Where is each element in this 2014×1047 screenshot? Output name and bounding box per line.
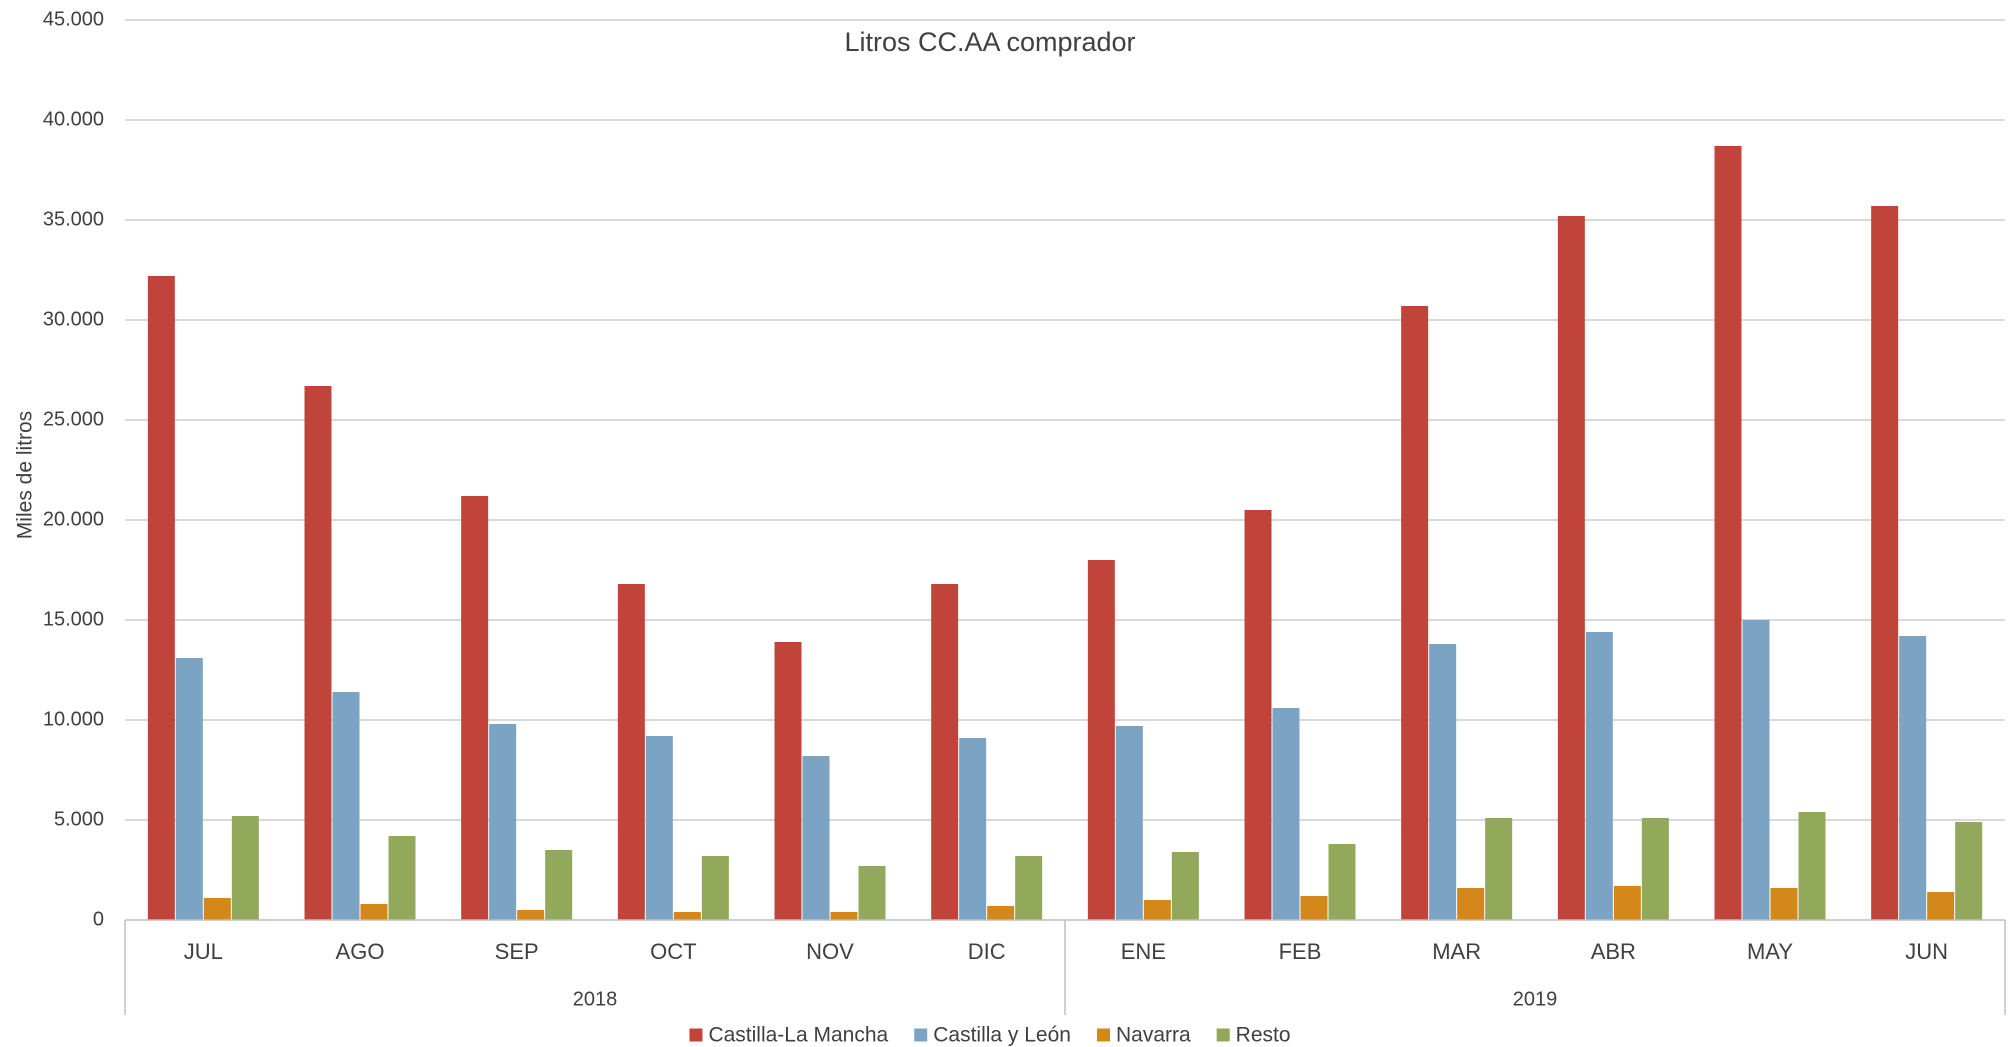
bar-resto-ene [1171, 852, 1199, 920]
bar-navarra-dic [987, 906, 1015, 920]
bar-navarra-oct [673, 912, 701, 920]
y-tick-label: 0 [93, 908, 104, 930]
legend-item: Castilla y León [914, 1024, 1071, 1047]
legend-label: Castilla-La Mancha [708, 1024, 888, 1047]
y-tick-label: 15.000 [43, 608, 104, 630]
legend-label: Castilla y León [933, 1024, 1071, 1047]
bar-castilla-la-mancha-feb [1244, 510, 1272, 920]
x-tick-label: JUL [184, 939, 223, 964]
bar-castilla-la-mancha-ene [1087, 560, 1115, 920]
x-tick-label: NOV [806, 939, 854, 964]
x-tick-label: ENE [1121, 939, 1166, 964]
x-axis: JUL AGO SEP OCT NOV DIC ENE FEB MAR ABR MAY JUN 2018… [124, 919, 2006, 1015]
x-tick-label: FEB [1279, 939, 1322, 964]
gridlines [125, 19, 2005, 821]
bar-castilla-la-mancha-abr [1557, 216, 1585, 920]
bar-resto-oct [701, 856, 729, 920]
legend-swatch [1216, 1028, 1230, 1042]
bar-castilla-y-le-n-feb [1272, 708, 1300, 920]
y-axis-ticks: 0 5.000 10.000 15.000 20.000 25.000 30.000 35.0… [43, 8, 104, 930]
bar-castilla-la-mancha-nov [774, 642, 802, 920]
bar-castilla-y-le-n-ago [332, 692, 360, 920]
x-tick-label: SEP [495, 939, 539, 964]
y-tick-label: 20.000 [43, 508, 104, 530]
y-tick-label: 10.000 [43, 708, 104, 730]
x-group-label: 2019 [1513, 988, 1558, 1010]
bar-castilla-la-mancha-mar [1401, 306, 1429, 920]
bar-resto-feb [1328, 844, 1356, 920]
x-tick-label: JUN [1905, 939, 1948, 964]
bar-castilla-y-le-n-mar [1429, 644, 1457, 920]
bar-navarra-feb [1300, 896, 1328, 920]
bar-navarra-may [1770, 888, 1798, 920]
bar-castilla-y-le-n-ene [1115, 726, 1143, 920]
bar-resto-may [1798, 812, 1826, 920]
x-tick-label: DIC [968, 939, 1006, 964]
bar-navarra-jun [1927, 892, 1955, 920]
legend-swatch [914, 1028, 928, 1042]
bar-resto-abr [1641, 818, 1669, 920]
legend-label: Navarra [1116, 1024, 1191, 1047]
y-tick-label: 5.000 [54, 808, 104, 830]
x-group-label: 2018 [573, 988, 618, 1010]
y-tick-label: 45.000 [43, 8, 104, 30]
bar-castilla-y-le-n-oct [645, 736, 673, 920]
bar-resto-ago [388, 836, 416, 920]
bar-castilla-la-mancha-jul [147, 276, 175, 920]
x-tick-label: OCT [650, 939, 696, 964]
bar-castilla-la-mancha-may [1714, 146, 1742, 920]
bar-castilla-la-mancha-ago [304, 386, 332, 920]
bar-castilla-la-mancha-jun [1871, 206, 1899, 920]
legend-item: Castilla-La Mancha [689, 1024, 889, 1047]
bars [147, 146, 1983, 920]
bar-navarra-ago [360, 904, 388, 920]
y-tick-label: 30.000 [43, 308, 104, 330]
x-tick-label: MAR [1432, 939, 1481, 964]
x-tick-label: AGO [336, 939, 385, 964]
bar-castilla-y-le-n-jun [1899, 636, 1927, 920]
bar-navarra-ene [1143, 900, 1171, 920]
bar-navarra-sep [517, 910, 545, 920]
bar-navarra-nov [830, 912, 858, 920]
bar-castilla-la-mancha-oct [617, 584, 645, 920]
bar-resto-nov [858, 866, 886, 920]
bar-castilla-y-le-n-may [1742, 620, 1770, 920]
chart-title: Litros CC.AA comprador [844, 27, 1135, 57]
legend: Castilla-La Mancha Castilla y León Navarra… [689, 1024, 1291, 1047]
bar-navarra-abr [1613, 886, 1641, 920]
bar-resto-jul [231, 816, 259, 920]
y-tick-label: 40.000 [43, 108, 104, 130]
y-axis-title: Miles de litros [14, 411, 37, 539]
legend-swatch [689, 1028, 703, 1042]
bar-castilla-la-mancha-sep [461, 496, 489, 920]
legend-item: Navarra [1096, 1024, 1191, 1047]
legend-label: Resto [1236, 1024, 1291, 1047]
bar-resto-dic [1015, 856, 1043, 920]
bar-castilla-y-le-n-jul [175, 658, 203, 920]
bar-navarra-jul [203, 898, 231, 920]
y-tick-label: 25.000 [43, 408, 104, 430]
bar-navarra-mar [1457, 888, 1485, 920]
x-tick-label: ABR [1591, 939, 1636, 964]
y-tick-label: 35.000 [43, 208, 104, 230]
bar-castilla-y-le-n-sep [489, 724, 517, 920]
legend-swatch [1096, 1028, 1110, 1042]
x-tick-label: MAY [1747, 939, 1793, 964]
legend-item: Resto [1216, 1024, 1291, 1047]
bar-resto-sep [545, 850, 573, 920]
bar-castilla-y-le-n-abr [1585, 632, 1613, 920]
bar-castilla-y-le-n-dic [959, 738, 987, 920]
bar-castilla-la-mancha-dic [931, 584, 959, 920]
bar-resto-mar [1485, 818, 1513, 920]
bar-resto-jun [1955, 822, 1983, 920]
bar-castilla-y-le-n-nov [802, 756, 830, 920]
